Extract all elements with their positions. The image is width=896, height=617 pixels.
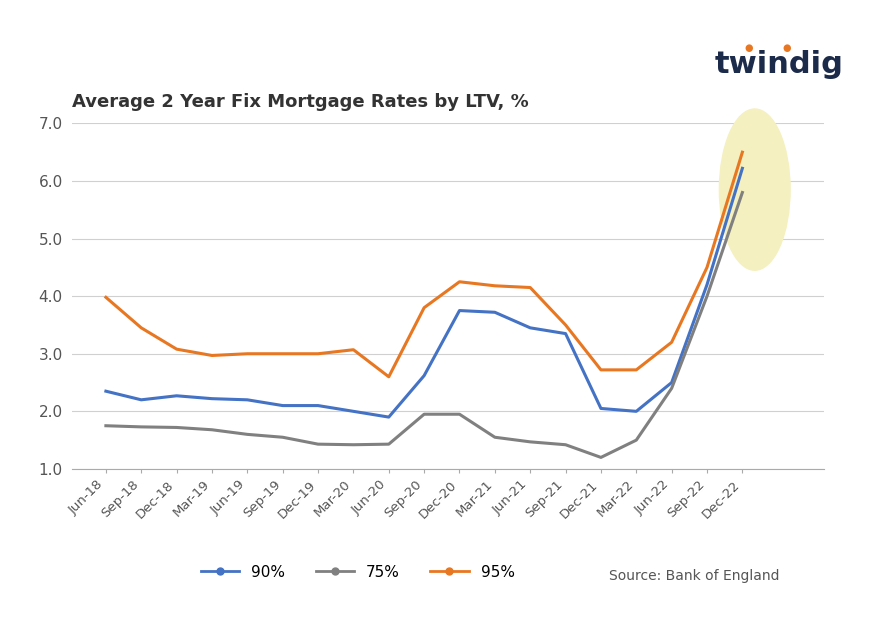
75%	[418, 410, 429, 418]
90%	[242, 396, 253, 404]
95%	[278, 350, 289, 357]
90%	[631, 408, 642, 415]
95%	[313, 350, 323, 357]
90%	[454, 307, 465, 314]
90%	[418, 372, 429, 379]
95%	[207, 352, 218, 359]
Text: Average 2 Year Fix Mortgage Rates by LTV, %: Average 2 Year Fix Mortgage Rates by LTV…	[72, 93, 529, 110]
75%	[631, 436, 642, 444]
90%	[560, 330, 571, 337]
90%	[348, 408, 358, 415]
Line: 90%: 90%	[106, 168, 743, 417]
75%	[383, 441, 394, 448]
90%	[136, 396, 147, 404]
95%	[383, 373, 394, 381]
75%	[100, 422, 111, 429]
Text: ●: ●	[782, 43, 791, 53]
95%	[489, 282, 500, 289]
95%	[525, 284, 536, 291]
75%	[525, 438, 536, 445]
75%	[171, 424, 182, 431]
75%	[348, 441, 358, 449]
75%	[278, 434, 289, 441]
90%	[737, 165, 748, 172]
75%	[489, 434, 500, 441]
90%	[383, 413, 394, 421]
95%	[171, 346, 182, 353]
95%	[418, 304, 429, 312]
90%	[171, 392, 182, 399]
95%	[667, 339, 677, 346]
90%	[702, 281, 712, 288]
95%	[136, 324, 147, 331]
90%	[525, 324, 536, 331]
75%	[596, 453, 607, 461]
95%	[560, 321, 571, 329]
90%	[667, 379, 677, 386]
95%	[737, 149, 748, 156]
75%	[560, 441, 571, 449]
75%	[207, 426, 218, 434]
75%	[702, 292, 712, 300]
Ellipse shape	[719, 109, 790, 270]
75%	[242, 431, 253, 438]
75%	[136, 423, 147, 431]
90%	[489, 308, 500, 316]
95%	[596, 366, 607, 373]
95%	[702, 263, 712, 271]
Line: 95%: 95%	[106, 152, 743, 377]
90%	[278, 402, 289, 409]
95%	[454, 278, 465, 286]
75%	[313, 441, 323, 448]
Legend: 90%, 75%, 95%: 90%, 75%, 95%	[194, 558, 521, 586]
95%	[100, 294, 111, 301]
95%	[348, 346, 358, 354]
90%	[207, 395, 218, 402]
75%	[454, 410, 465, 418]
Line: 75%: 75%	[106, 193, 743, 457]
95%	[242, 350, 253, 357]
95%	[631, 366, 642, 373]
Text: Source: Bank of England: Source: Bank of England	[609, 569, 780, 583]
90%	[313, 402, 323, 409]
Text: twindig: twindig	[715, 50, 844, 80]
75%	[737, 189, 748, 196]
90%	[100, 387, 111, 395]
75%	[667, 384, 677, 392]
90%	[596, 405, 607, 412]
Text: ●: ●	[745, 43, 754, 53]
